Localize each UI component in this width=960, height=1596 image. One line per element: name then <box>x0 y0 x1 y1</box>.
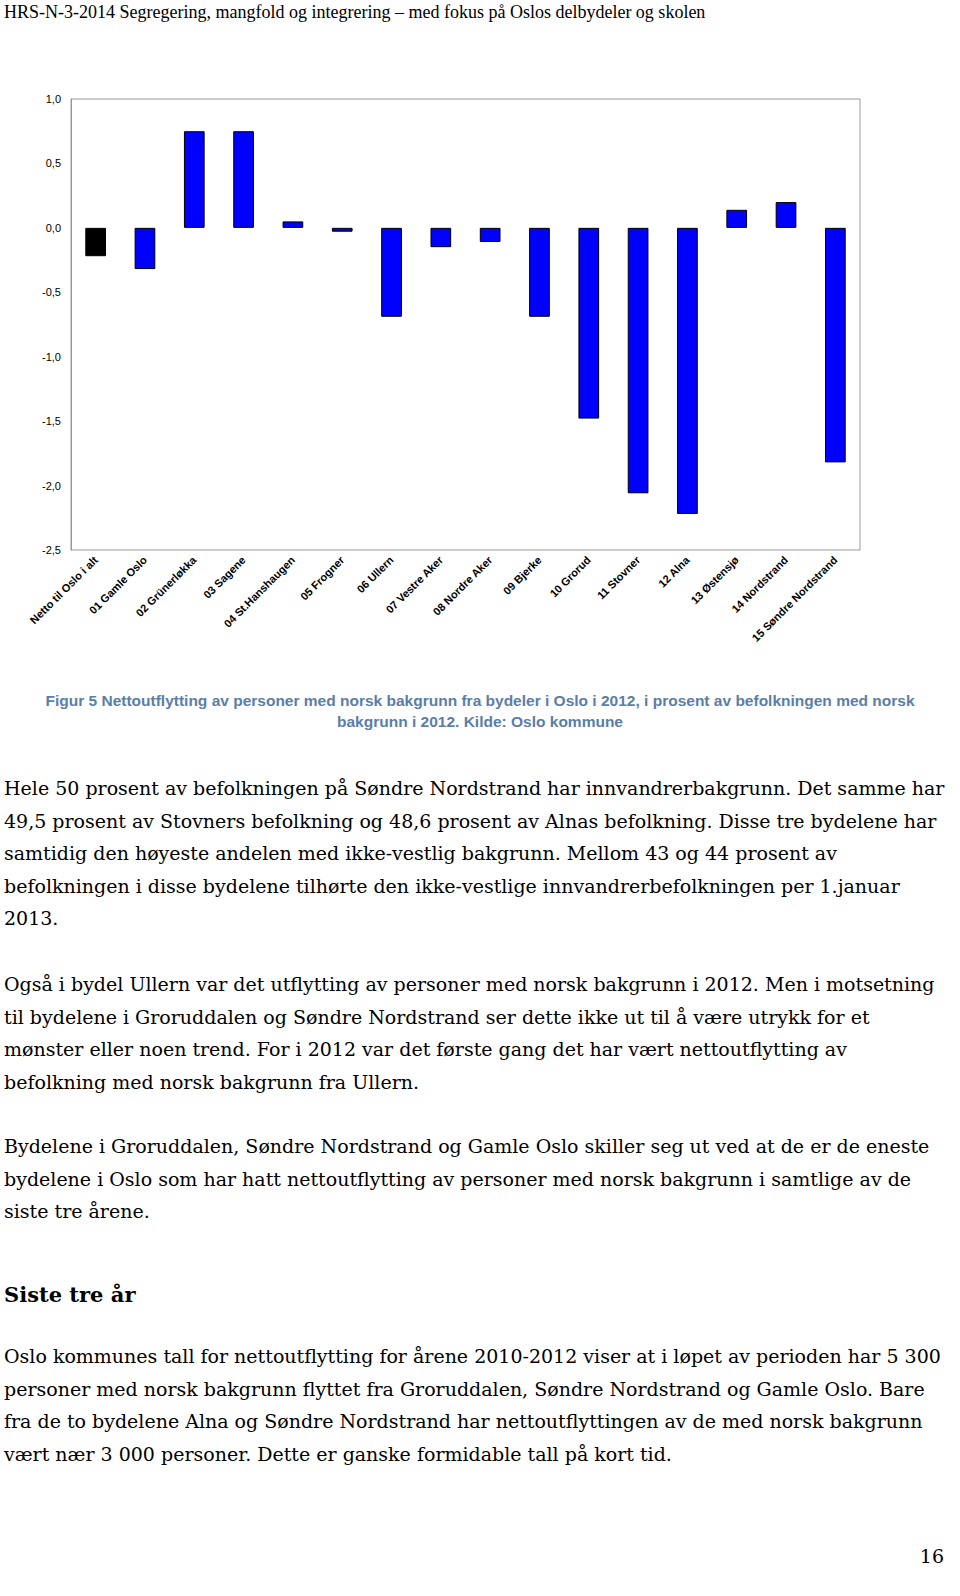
svg-text:12 Alna: 12 Alna <box>656 553 692 589</box>
svg-text:10 Grorud: 10 Grorud <box>547 554 593 600</box>
svg-text:-0,5: -0,5 <box>42 286 61 298</box>
svg-text:-1,0: -1,0 <box>42 351 61 363</box>
svg-text:14 Nordstrand: 14 Nordstrand <box>729 553 791 615</box>
svg-text:15 Søndre Nordstrand: 15 Søndre Nordstrand <box>750 554 840 644</box>
svg-text:1,0: 1,0 <box>46 93 61 105</box>
svg-text:0,0: 0,0 <box>46 222 61 234</box>
html-text:HRS-N-3-2014 Segregering, mang: HRS-N-3-2014 Segregering, mangfold og in… <box>4 2 706 22</box>
svg-text:Netto til Oslo i alt: Netto til Oslo i alt <box>28 554 101 627</box>
svg-text:04 St.Hanshaugen: 04 St.Hanshaugen <box>221 554 297 630</box>
svg-text:11 Stovner: 11 Stovner <box>595 553 643 601</box>
svg-text:05 Frogner: 05 Frogner <box>298 553 347 602</box>
svg-text:-1,5: -1,5 <box>42 415 61 427</box>
svg-text:0,5: 0,5 <box>46 157 61 169</box>
html-text:Oslo kommunes tall for nettout: Oslo kommunes tall for nettoutflytting f… <box>4 1345 941 1465</box>
svg-text:-2,5: -2,5 <box>42 544 61 556</box>
svg-text:09 Bjerke: 09 Bjerke <box>501 554 544 597</box>
html-text:Figur 5 Nettoutflytting av per: Figur 5 Nettoutflytting av personer med … <box>45 692 915 730</box>
html-text:Hele 50 prosent av befolkninge: Hele 50 prosent av befolkningen på Søndr… <box>4 777 945 929</box>
svg-text:06 Ullern: 06 Ullern <box>354 554 395 595</box>
svg-text:03 Sagene: 03 Sagene <box>201 554 248 601</box>
html-text:16: 16 <box>919 1545 944 1567</box>
html-text:Siste tre år: Siste tre år <box>4 1282 136 1307</box>
svg-text:08 Nordre Aker: 08 Nordre Aker <box>431 553 495 617</box>
html-text:Bydelene i Groruddalen, Søndre: Bydelene i Groruddalen, Søndre Nordstran… <box>4 1135 930 1222</box>
svg-text:07 Vestre Aker: 07 Vestre Aker <box>383 553 446 616</box>
svg-text:-2,0: -2,0 <box>42 480 61 492</box>
html-text:Også i bydel Ullern var det ut: Også i bydel Ullern var det utflytting a… <box>4 973 935 1093</box>
svg-text:13 Østensjø: 13 Østensjø <box>688 554 741 607</box>
svg-text:02 Grünerløkka: 02 Grünerløkka <box>133 553 199 619</box>
svg-text:01 Gamle Oslo: 01 Gamle Oslo <box>86 553 150 617</box>
